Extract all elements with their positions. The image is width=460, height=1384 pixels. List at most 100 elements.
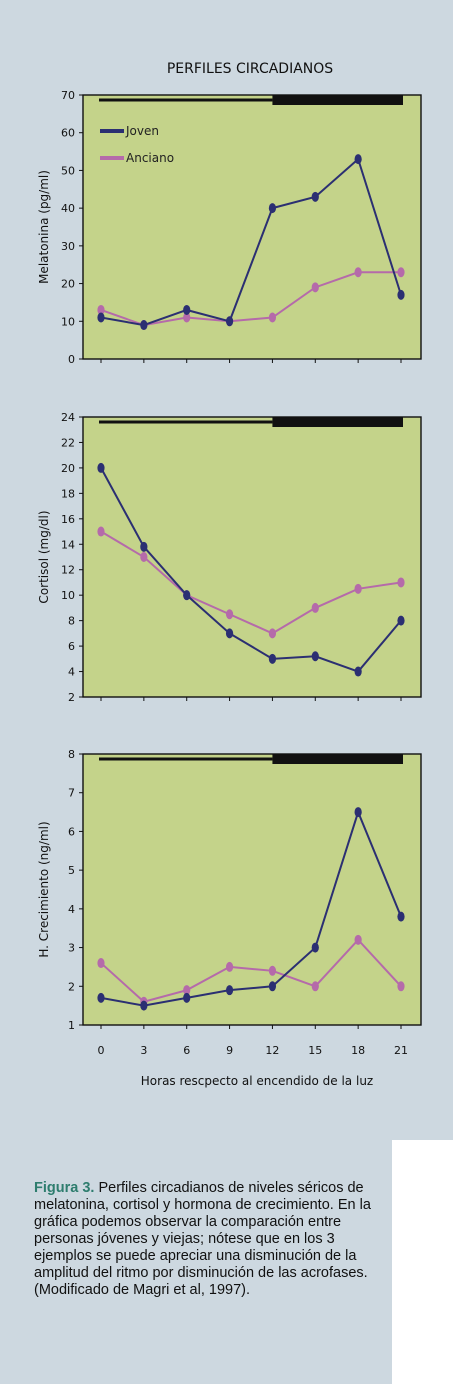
y-tick-label: 6 xyxy=(68,640,75,653)
y-tick-label: 50 xyxy=(61,164,75,177)
y-tick-label: 16 xyxy=(61,513,75,526)
y-tick-label: 5 xyxy=(68,864,75,877)
data-point-anciano xyxy=(97,958,105,969)
data-point-joven xyxy=(397,911,405,922)
data-point-joven xyxy=(183,590,191,601)
data-point-anciano xyxy=(183,985,191,996)
data-point-anciano xyxy=(397,981,405,992)
data-point-joven xyxy=(225,628,234,639)
data-point-anciano xyxy=(397,577,405,588)
x-tick-label: 9 xyxy=(226,1044,233,1057)
x-tick-label: 6 xyxy=(183,1044,190,1057)
data-point-anciano xyxy=(97,304,105,315)
y-tick-label: 2 xyxy=(68,691,75,704)
y-tick-label: 20 xyxy=(61,278,75,291)
data-point-anciano xyxy=(354,267,362,278)
legend-label-anciano: Anciano xyxy=(126,151,174,165)
y-tick-label: 40 xyxy=(61,202,75,215)
y-tick-label: 22 xyxy=(61,436,75,449)
caption-text: Perfiles circadianos de niveles séricos … xyxy=(34,1180,371,1298)
y-tick-label: 4 xyxy=(68,903,75,916)
x-tick-label: 18 xyxy=(351,1044,365,1057)
data-point-joven xyxy=(354,807,362,818)
data-point-joven xyxy=(311,651,319,662)
data-point-anciano xyxy=(311,282,319,293)
y-tick-label: 10 xyxy=(61,589,75,602)
data-point-anciano xyxy=(268,965,277,976)
y-tick-label: 20 xyxy=(61,462,75,475)
series-line-joven xyxy=(100,809,402,1007)
data-point-joven xyxy=(97,992,105,1003)
data-point-joven xyxy=(397,615,405,626)
y-tick-label: 0 xyxy=(68,353,75,366)
data-point-anciano xyxy=(97,526,105,537)
data-point-anciano xyxy=(311,602,319,613)
data-point-anciano xyxy=(354,934,362,945)
data-point-joven xyxy=(225,985,234,996)
data-point-joven xyxy=(183,304,191,315)
data-point-anciano xyxy=(268,628,277,639)
data-point-joven xyxy=(268,653,277,664)
dark-period-bar xyxy=(272,95,403,105)
y-tick-label: 10 xyxy=(61,315,75,328)
data-point-anciano xyxy=(268,312,277,323)
data-point-anciano xyxy=(140,552,148,562)
y-tick-label: 14 xyxy=(61,538,75,551)
x-axis-title: Horas rescpecto al encendido de la luz xyxy=(141,1074,373,1088)
x-tick-label: 12 xyxy=(265,1044,279,1057)
data-point-anciano xyxy=(397,267,405,278)
data-point-joven xyxy=(311,942,319,953)
series-line-joven xyxy=(100,157,402,327)
data-point-joven xyxy=(225,316,234,327)
data-point-anciano xyxy=(354,583,362,594)
chart-1: 0 10 20 30 40 50 60 70 Melatonina (pg/ml) Joven An… xyxy=(37,89,422,366)
data-point-joven xyxy=(140,541,148,552)
figure-caption: Figura 3. Perfiles circadianos de nivele… xyxy=(34,1180,384,1299)
series-line-anciano xyxy=(100,938,402,1003)
x-tick-label: 0 xyxy=(98,1044,105,1057)
plot-area xyxy=(82,94,422,360)
legend-label-joven: Joven xyxy=(125,124,159,138)
y-tick-label: 2 xyxy=(68,980,75,993)
data-point-joven xyxy=(140,1000,148,1011)
data-point-joven xyxy=(268,981,277,992)
y-tick-label: 1 xyxy=(68,1019,75,1032)
x-tick-label: 3 xyxy=(140,1044,147,1057)
y-tick-label: 18 xyxy=(61,487,75,500)
page-background xyxy=(392,1140,460,1384)
data-point-joven xyxy=(354,154,362,165)
data-point-anciano xyxy=(225,961,234,972)
series-line-anciano xyxy=(100,530,402,635)
data-point-joven xyxy=(140,320,148,331)
y-axis-title: Cortisol (mg/dl) xyxy=(37,510,51,603)
y-tick-label: 8 xyxy=(68,615,75,628)
data-point-joven xyxy=(397,289,405,300)
y-tick-label: 12 xyxy=(61,564,75,577)
chart-suptitle: PERFILES CIRCADIANOS xyxy=(167,61,333,77)
dark-period-bar xyxy=(272,417,403,427)
y-tick-label: 60 xyxy=(61,127,75,140)
x-tick-label: 21 xyxy=(394,1044,408,1057)
plot-area xyxy=(82,416,422,698)
plot-area xyxy=(82,753,422,1026)
data-point-joven xyxy=(354,666,362,677)
series-line-anciano xyxy=(100,271,401,327)
y-tick-label: 70 xyxy=(61,89,75,102)
data-point-anciano xyxy=(311,981,319,992)
data-point-joven xyxy=(97,312,105,323)
data-point-joven xyxy=(183,992,191,1003)
y-tick-label: 7 xyxy=(68,787,75,800)
y-tick-label: 30 xyxy=(61,240,75,253)
data-point-anciano xyxy=(225,609,234,620)
y-tick-label: 3 xyxy=(68,942,75,955)
y-tick-label: 4 xyxy=(68,666,75,679)
circadian-chart: PERFILES CIRCADIANOS 010203040506070Mela… xyxy=(37,61,422,1088)
caption-label: Figura 3. xyxy=(34,1180,95,1196)
dark-period-bar xyxy=(272,754,403,764)
data-point-joven xyxy=(268,203,277,214)
data-point-joven xyxy=(311,191,319,202)
y-tick-label: 8 xyxy=(68,748,75,761)
